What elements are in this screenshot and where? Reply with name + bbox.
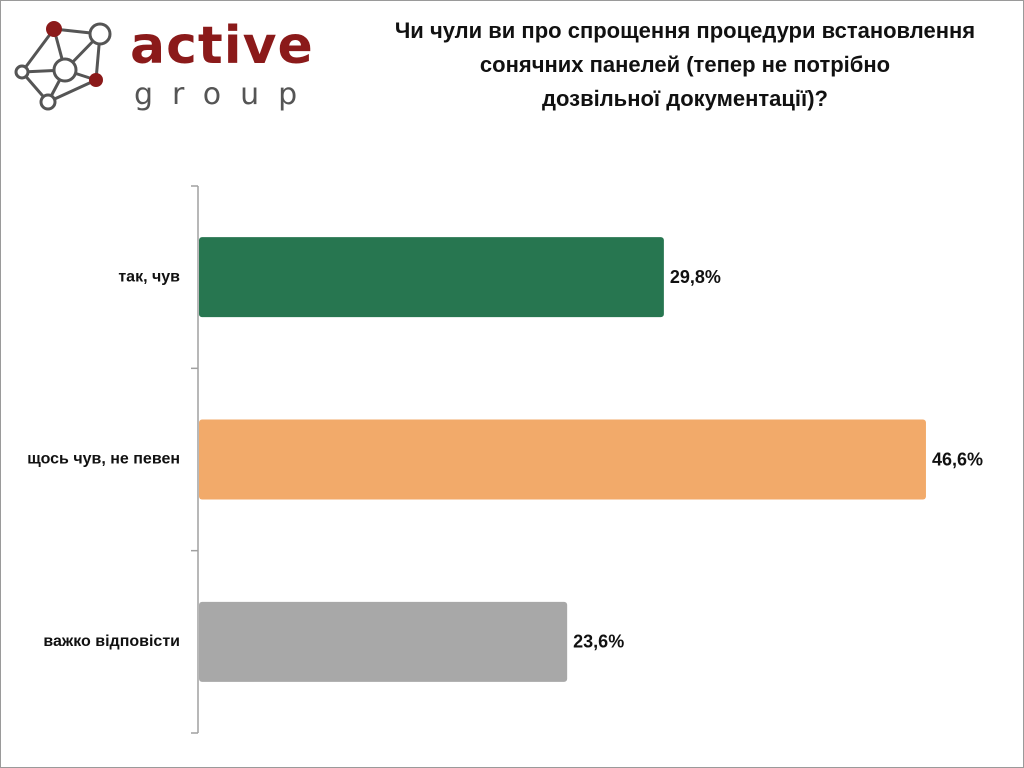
chart-title: Чи чули ви про спрощення процедури встан… <box>394 18 976 111</box>
bar <box>199 419 926 500</box>
network-logo-icon <box>14 21 112 111</box>
category-label: важко відповісти <box>43 633 180 650</box>
bar <box>199 237 664 318</box>
data-label: 29,8% <box>670 267 721 287</box>
bar <box>199 601 568 682</box>
category-label: так, чув <box>118 268 180 285</box>
brand-subtitle: group <box>134 77 317 112</box>
category-label: щось чув, не певен <box>27 451 180 468</box>
company-logo: active group <box>10 14 313 114</box>
data-label: 46,6% <box>932 449 983 469</box>
data-label: 23,6% <box>573 632 624 652</box>
brand-name: active <box>130 16 314 76</box>
